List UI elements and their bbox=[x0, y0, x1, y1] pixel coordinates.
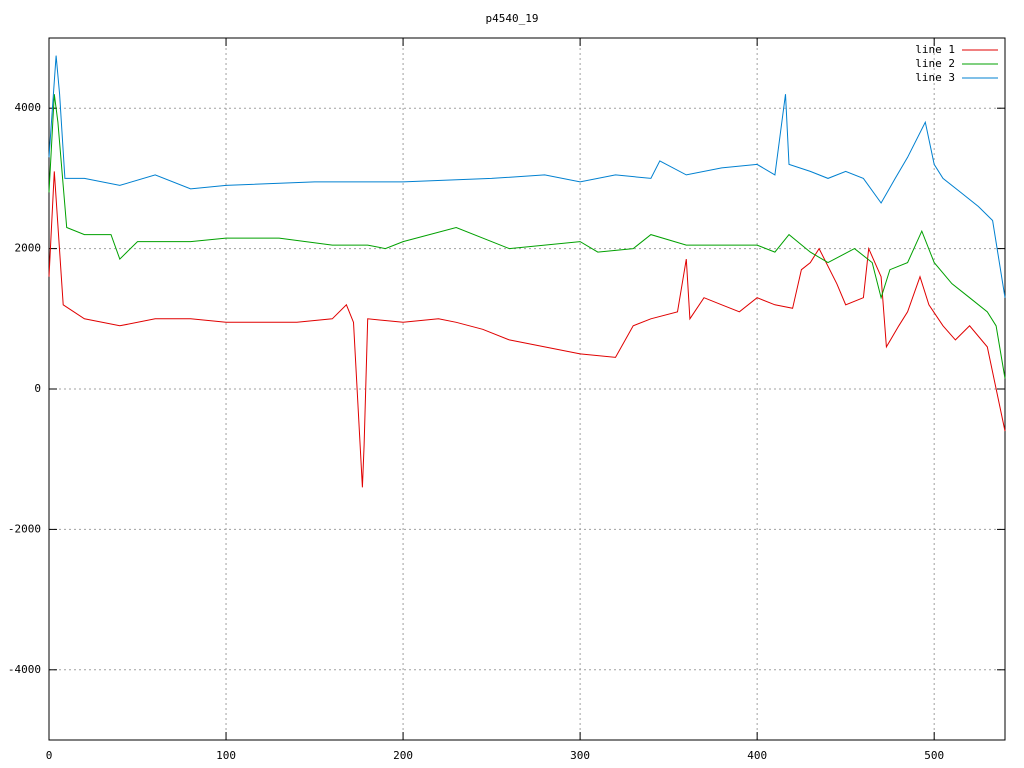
x-tick-label: 0 bbox=[46, 749, 53, 762]
x-tick-label: 300 bbox=[570, 749, 590, 762]
series-line bbox=[48, 171, 1006, 488]
y-tick-label: 0 bbox=[34, 382, 41, 395]
chart-title: p4540_19 bbox=[486, 12, 539, 25]
plot-border bbox=[48, 37, 1006, 741]
x-tick-label: 200 bbox=[393, 749, 413, 762]
y-tick-label: -4000 bbox=[8, 663, 41, 676]
legend-label: line 3 bbox=[915, 71, 955, 84]
y-tick-label: 4000 bbox=[15, 101, 42, 114]
series-line bbox=[48, 94, 1006, 379]
x-tick-label: 400 bbox=[747, 749, 767, 762]
legend-label: line 2 bbox=[915, 57, 955, 70]
legend-label: line 1 bbox=[915, 43, 955, 56]
y-tick-label: 2000 bbox=[15, 242, 42, 255]
x-tick-label: 500 bbox=[924, 749, 944, 762]
y-tick-label: -2000 bbox=[8, 522, 41, 535]
series-line bbox=[48, 55, 1006, 298]
x-tick-label: 100 bbox=[216, 749, 236, 762]
